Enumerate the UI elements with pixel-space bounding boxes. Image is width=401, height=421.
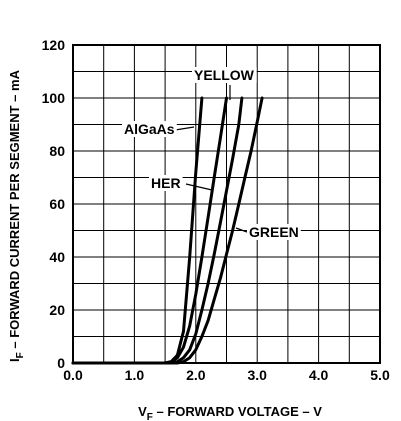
series-line-green [71, 96, 264, 365]
y-tick-label: 40 [49, 249, 65, 265]
x-tick-label: 0.0 [63, 367, 83, 383]
grid [73, 45, 380, 363]
x-tick-label: 2.0 [186, 367, 206, 383]
y-tick-label: 20 [49, 302, 65, 318]
label-bg-her [149, 175, 183, 191]
series-label-green: GREEN [249, 224, 299, 240]
leader-line-her [185, 183, 213, 191]
plot-frame [72, 44, 381, 364]
label-bg-yellow [192, 67, 257, 83]
leader-line-algaas [174, 126, 195, 131]
label-bg-green [247, 224, 301, 240]
y-tick-labels: 0 20 40 60 80 100 120 [42, 37, 66, 371]
x-tick-labels: 0.0 1.0 2.0 3.0 4.0 5.0 [63, 367, 390, 383]
x-tick-label: 4.0 [309, 367, 329, 383]
x-tick-label: 1.0 [125, 367, 145, 383]
y-axis-title: IF – FORWARD CURRENT PER SEGMENT – mA [7, 69, 26, 362]
x-tick-label: 3.0 [247, 367, 267, 383]
y-tick-label: 60 [49, 196, 65, 212]
label-bg-algaas [122, 121, 177, 137]
y-tick-label: 120 [42, 37, 66, 53]
y-tick-label: 100 [42, 90, 66, 106]
leader-line-green [235, 227, 248, 233]
series-line-yellow [71, 96, 244, 365]
y-tick-label: 80 [49, 143, 65, 159]
series-label-yellow: YELLOW [194, 67, 255, 83]
series-label-algaas: AlGaAs [124, 121, 175, 137]
x-axis-title: VF – FORWARD VOLTAGE – V [138, 404, 322, 421]
series-labels: AlGaAs HER YELLOW GREEN [122, 67, 301, 240]
x-tick-label: 5.0 [370, 367, 390, 383]
y-tick-label: 0 [57, 355, 65, 371]
series-label-her: HER [151, 175, 181, 191]
